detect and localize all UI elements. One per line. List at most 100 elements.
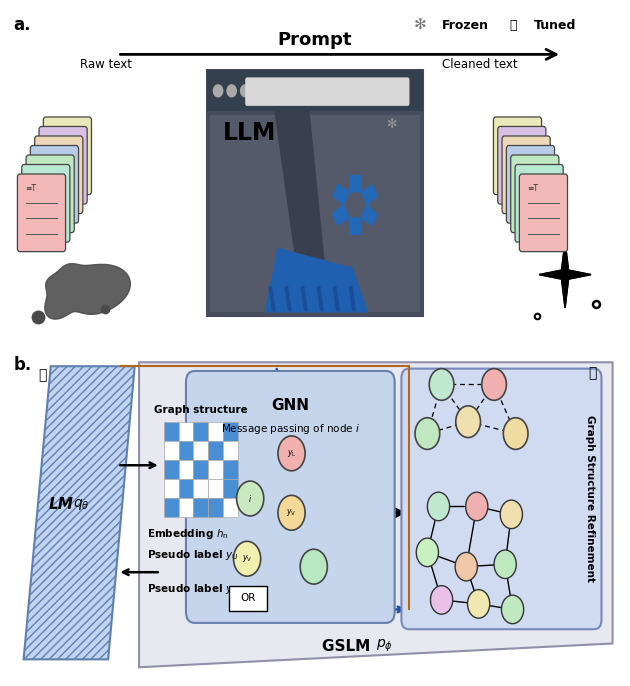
Text: Embedding $h_{\rm n}$: Embedding $h_{\rm n}$ (147, 527, 229, 541)
Text: Graph structure: Graph structure (154, 405, 248, 415)
Bar (207, 70, 423, 316)
Polygon shape (361, 205, 377, 226)
Circle shape (214, 85, 222, 97)
Circle shape (503, 418, 528, 449)
FancyBboxPatch shape (35, 136, 83, 213)
Text: $y_{\rm L}$: $y_{\rm L}$ (287, 448, 296, 459)
FancyBboxPatch shape (245, 78, 410, 106)
Text: Raw text: Raw text (81, 58, 132, 71)
Text: Tuned: Tuned (534, 19, 576, 32)
Circle shape (415, 418, 440, 449)
Bar (223, 440, 238, 460)
Bar (207, 70, 423, 111)
Text: 🔥: 🔥 (588, 366, 596, 380)
Circle shape (482, 368, 507, 401)
FancyBboxPatch shape (186, 371, 394, 623)
Circle shape (429, 368, 454, 401)
Text: b.: b. (14, 356, 32, 374)
Polygon shape (361, 185, 377, 205)
Bar (193, 498, 208, 517)
Text: OR: OR (240, 593, 255, 604)
Text: ✻: ✻ (386, 118, 396, 131)
Text: $i$: $i$ (248, 493, 252, 504)
Text: LM: LM (49, 497, 73, 512)
Text: ≡T: ≡T (25, 184, 36, 193)
Polygon shape (333, 205, 349, 225)
Text: 🔥: 🔥 (510, 19, 517, 32)
Bar (208, 422, 223, 440)
Bar (193, 440, 208, 460)
Bar (223, 498, 238, 517)
Circle shape (500, 500, 522, 529)
Bar (164, 422, 178, 440)
Circle shape (455, 406, 481, 438)
Bar (208, 440, 223, 460)
Circle shape (227, 85, 236, 97)
FancyBboxPatch shape (502, 136, 550, 213)
Text: Message passing of node $i$: Message passing of node $i$ (220, 422, 360, 436)
FancyBboxPatch shape (498, 126, 546, 204)
Text: LLM: LLM (222, 121, 276, 145)
Bar (223, 479, 238, 498)
Bar (178, 498, 193, 517)
Circle shape (416, 538, 438, 567)
Polygon shape (350, 176, 361, 192)
Bar (223, 422, 238, 440)
FancyBboxPatch shape (229, 586, 267, 611)
Text: a.: a. (14, 16, 32, 34)
Circle shape (494, 550, 516, 578)
Text: Pseudo label $y_{\rm U}$: Pseudo label $y_{\rm U}$ (147, 582, 238, 597)
Bar (193, 422, 208, 440)
FancyBboxPatch shape (22, 165, 70, 242)
Circle shape (501, 595, 524, 624)
FancyBboxPatch shape (18, 174, 66, 252)
Text: ✻: ✻ (414, 16, 427, 32)
Polygon shape (23, 366, 135, 659)
Text: GNN: GNN (272, 398, 309, 413)
Text: $p_{\phi}$: $p_{\phi}$ (375, 637, 392, 654)
Circle shape (467, 590, 490, 618)
Polygon shape (45, 263, 130, 319)
Bar (208, 460, 223, 479)
Bar (193, 479, 208, 498)
Text: ≡T: ≡T (527, 184, 538, 193)
FancyBboxPatch shape (26, 155, 74, 233)
Circle shape (427, 492, 450, 521)
Bar (164, 479, 178, 498)
FancyBboxPatch shape (507, 145, 554, 223)
Circle shape (466, 492, 488, 521)
Polygon shape (139, 362, 612, 667)
FancyBboxPatch shape (39, 126, 87, 204)
Bar (164, 460, 178, 479)
Polygon shape (333, 185, 349, 204)
Circle shape (430, 586, 453, 614)
Polygon shape (275, 110, 324, 264)
Bar (208, 479, 223, 498)
Bar (223, 460, 238, 479)
Bar (164, 498, 178, 517)
FancyBboxPatch shape (519, 174, 568, 252)
FancyBboxPatch shape (515, 165, 563, 242)
Text: Graph Structure Refinement: Graph Structure Refinement (585, 415, 595, 582)
FancyBboxPatch shape (401, 368, 602, 629)
Circle shape (300, 549, 328, 584)
Bar (178, 440, 193, 460)
Circle shape (455, 552, 478, 581)
FancyBboxPatch shape (30, 145, 79, 223)
Polygon shape (349, 218, 361, 235)
Polygon shape (266, 248, 367, 312)
Text: Pseudo label $y_{\rm U}$: Pseudo label $y_{\rm U}$ (147, 548, 238, 563)
Circle shape (241, 85, 250, 97)
FancyBboxPatch shape (511, 155, 559, 233)
Text: Prompt: Prompt (278, 31, 352, 49)
Bar (210, 115, 420, 312)
Circle shape (237, 481, 264, 516)
Bar (178, 422, 193, 440)
Text: 🔥: 🔥 (38, 368, 47, 383)
Bar (193, 460, 208, 479)
Text: GSLM: GSLM (322, 639, 375, 654)
Bar (178, 479, 193, 498)
Circle shape (278, 436, 305, 471)
Polygon shape (539, 241, 591, 308)
Text: $y_{\rm V}$: $y_{\rm V}$ (287, 507, 297, 519)
